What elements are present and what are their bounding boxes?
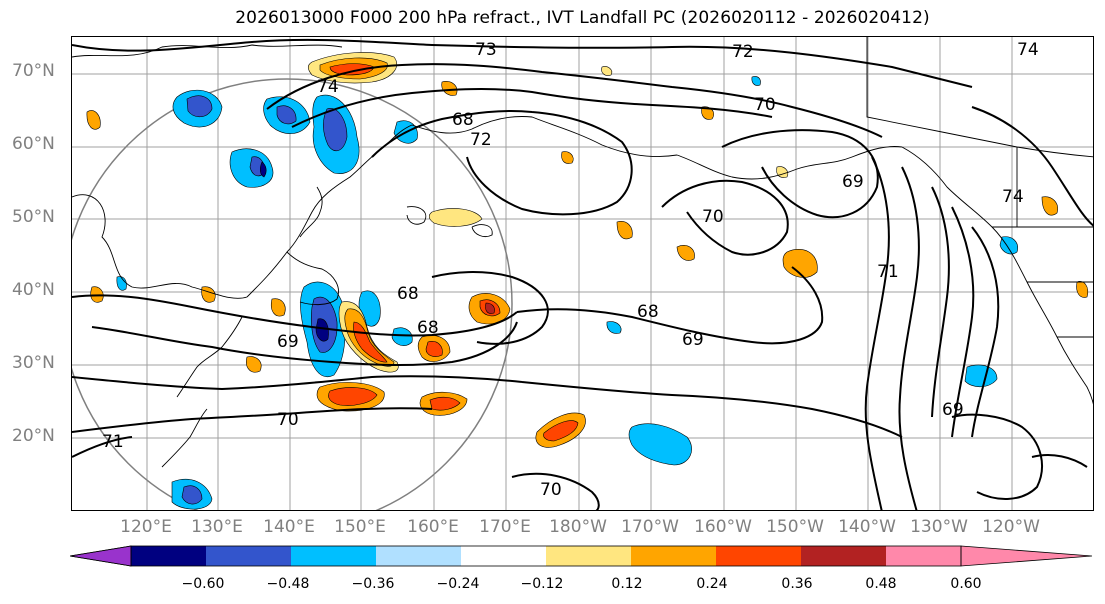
contour-label: 68 (417, 318, 439, 338)
contour-label: 69 (842, 172, 864, 192)
contour-label: 74 (1017, 40, 1039, 60)
longitude-label: 130°W (910, 517, 968, 537)
colorbar-segment (206, 546, 291, 566)
contour-label: 74 (317, 77, 339, 97)
contour-label: 71 (877, 262, 899, 282)
colorbar-tick-label: 0.48 (865, 576, 897, 592)
longitude-label: 140°E (263, 517, 315, 537)
contour-label-group: 73 72 74 74 70 68 72 69 70 74 71 68 68 6… (102, 40, 1039, 500)
colorbar-tick-label: 0.36 (781, 576, 813, 592)
longitude-label: 120°E (120, 517, 172, 537)
latitude-label: 60°N (12, 134, 55, 154)
contour-label: 70 (540, 480, 562, 500)
contour-label: 69 (942, 400, 964, 420)
colorbar-tick-label: −0.36 (351, 576, 395, 592)
colorbar-tick-label: −0.48 (266, 576, 310, 592)
contour-label: 72 (470, 130, 492, 150)
longitude-label: 120°W (982, 517, 1040, 537)
colorbar-segment (131, 546, 206, 566)
colorbar-segment (461, 546, 546, 566)
contour-label: 70 (277, 410, 299, 430)
colorbar-segment (716, 546, 801, 566)
map-panel: 73 72 74 74 70 68 72 69 70 74 71 68 68 6… (71, 36, 1094, 511)
longitude-label: 150°E (334, 517, 386, 537)
colorbar-outline (70, 545, 132, 567)
colorbar-segment (70, 545, 132, 567)
contour-label: 70 (702, 207, 724, 227)
latitude-label: 50°N (12, 207, 55, 227)
longitude-label: 180°W (549, 517, 607, 537)
range-circle (72, 78, 513, 510)
longitude-label: 160°W (694, 517, 752, 537)
latitude-label: 70°N (12, 61, 55, 81)
map-canvas: 73 72 74 74 70 68 72 69 70 74 71 68 68 6… (72, 37, 1093, 510)
contour-label: 68 (637, 302, 659, 322)
colorbar (70, 545, 1093, 567)
colorbar-segment (631, 546, 716, 566)
colorbar-tick-label: −0.12 (520, 576, 564, 592)
colorbar-segment (546, 546, 631, 566)
contour-label: 70 (754, 95, 776, 115)
longitude-label: 170°E (479, 517, 531, 537)
contour-label: 73 (475, 40, 497, 60)
refractivity-contours (72, 38, 1093, 510)
contour-label: 69 (277, 332, 299, 352)
colorbar-tick-label: −0.24 (436, 576, 480, 592)
figure-title: 2026013000 F000 200 hPa refract., IVT La… (235, 8, 930, 28)
graticule (72, 37, 1093, 510)
colorbar-tick-label: −0.60 (181, 576, 225, 592)
colorbar-segment (801, 546, 886, 566)
colorbar-tick-label: 0.24 (696, 576, 728, 592)
contour-label: 68 (452, 110, 474, 130)
latitude-label: 20°N (12, 426, 55, 446)
longitude-label: 150°W (766, 517, 824, 537)
colorbar-segment (376, 546, 461, 566)
longitude-label: 170°W (621, 517, 679, 537)
latitude-label: 40°N (12, 280, 55, 300)
colorbar-tick-label: 0.12 (611, 576, 643, 592)
colorbar-tick-label: 0.60 (950, 576, 982, 592)
negative-pc-shading (116, 76, 1018, 510)
colorbar-segment (961, 546, 1092, 566)
latitude-label: 30°N (12, 353, 55, 373)
colorbar-segment (886, 546, 961, 566)
colorbar-segment (291, 546, 376, 566)
contour-label: 74 (1002, 187, 1024, 207)
colorbar-outline (960, 545, 1093, 567)
contour-label: 72 (732, 42, 754, 62)
longitude-label: 160°E (407, 517, 459, 537)
contour-label: 71 (102, 432, 124, 452)
contour-label: 68 (397, 284, 419, 304)
longitude-label: 140°W (838, 517, 896, 537)
coastlines (72, 37, 1093, 468)
contour-label: 69 (682, 330, 704, 350)
longitude-label: 130°E (191, 517, 243, 537)
